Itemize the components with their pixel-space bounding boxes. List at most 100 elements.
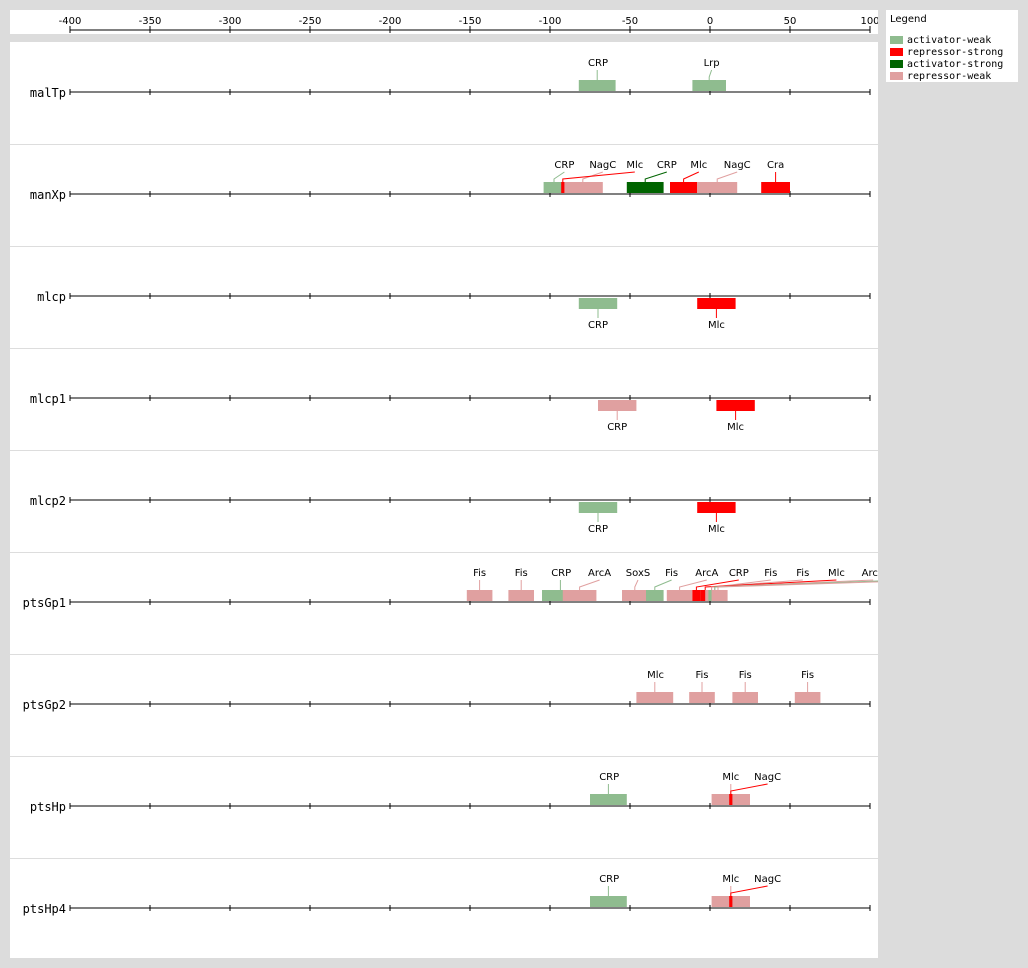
legend-label: repressor-weak <box>907 70 992 82</box>
scale-panel: -400 -350 -300 -250 -200 -150 -100 -50 0 50 100 <box>10 10 878 34</box>
site-label: CRP <box>607 422 627 433</box>
binding-site-CRP[interactable] <box>542 590 579 601</box>
scale-tick-label: -250 <box>299 16 322 27</box>
site-leader-line <box>730 783 768 794</box>
site-label: NagC <box>754 772 781 783</box>
site-label: ArcA <box>862 568 878 579</box>
promoter-name: ptsHp4 <box>23 902 66 916</box>
legend: Legend activator-weak repressor-strong a… <box>886 10 1018 82</box>
binding-site-Mlc[interactable] <box>697 502 736 513</box>
binding-site-Fis[interactable] <box>646 590 664 601</box>
site-label: CRP <box>599 874 619 885</box>
binding-site-Cra[interactable] <box>761 182 790 193</box>
site-label: Fis <box>515 568 528 579</box>
binding-site-NagC[interactable] <box>729 794 733 805</box>
binding-site-Fis[interactable] <box>689 692 715 703</box>
promoter-track-ptsHp: ptsHp CRP Mlc NagC <box>30 772 871 814</box>
legend-item-repressor-weak: repressor-weak <box>890 70 991 82</box>
binding-site-CRP[interactable] <box>578 298 618 309</box>
binding-site-Mlc[interactable] <box>636 692 674 703</box>
site-label: Lrp <box>704 58 720 69</box>
binding-site-Mlc[interactable] <box>716 400 755 411</box>
site-leader-line <box>714 580 878 590</box>
promoter-track-mlcp1: mlcp1 CRP Mlc <box>30 392 871 433</box>
binding-site-ArcA[interactable] <box>562 590 597 601</box>
site-label: SoxS <box>626 568 650 579</box>
site-label: Fis <box>801 670 814 681</box>
site-label: Fis <box>739 670 752 681</box>
site-label: CRP <box>588 58 608 69</box>
binding-site-CRP[interactable] <box>692 590 701 601</box>
scale-tick-label: 50 <box>784 16 797 27</box>
promoter-name: mlcp2 <box>30 494 66 508</box>
site-leader-line <box>679 579 707 590</box>
binding-site-CRP[interactable] <box>626 182 664 193</box>
promoter-name: mlcp <box>37 290 66 304</box>
site-label: CRP <box>554 160 574 171</box>
binding-site-Fis[interactable] <box>794 692 821 703</box>
binding-site-CRP[interactable] <box>543 182 565 193</box>
site-label: Mlc <box>647 670 664 681</box>
scale-tick-label: -150 <box>459 16 482 27</box>
binding-site-Lrp[interactable] <box>692 80 726 91</box>
binding-site-CRP[interactable] <box>578 502 618 513</box>
site-label: NagC <box>724 160 751 171</box>
binding-site-Mlc[interactable] <box>561 182 565 193</box>
site-label: Fis <box>695 670 708 681</box>
site-label: NagC <box>754 874 781 885</box>
scale-tick-label: -300 <box>219 16 242 27</box>
binding-site-Fis[interactable] <box>466 590 493 601</box>
site-label: Mlc <box>690 160 707 171</box>
site-label: Mlc <box>828 568 845 579</box>
binding-site-CRP[interactable] <box>590 896 627 907</box>
legend-label: activator-strong <box>907 58 1004 70</box>
scale-tick-label: -50 <box>622 16 638 27</box>
site-label: CRP <box>588 524 608 535</box>
binding-site-NagC[interactable] <box>729 896 733 907</box>
binding-site-CRP[interactable] <box>598 400 637 411</box>
site-label: Mlc <box>708 524 725 535</box>
site-label: CRP <box>657 160 677 171</box>
promoter-track-malTp: malTp CRP Lrp <box>30 58 871 100</box>
promoter-name: ptsHp <box>30 800 66 814</box>
site-leader-line <box>644 171 667 182</box>
site-label: Mlc <box>727 422 744 433</box>
site-label: CRP <box>599 772 619 783</box>
site-label: Mlc <box>708 320 725 331</box>
promoter-name: ptsGp2 <box>23 698 66 712</box>
legend-item-repressor-strong: repressor-strong <box>890 46 1003 58</box>
binding-site-CRP[interactable] <box>578 80 616 91</box>
legend-item-activator-strong: activator-strong <box>890 58 1003 70</box>
site-label: CRP <box>729 568 749 579</box>
site-label: Fis <box>665 568 678 579</box>
site-leader-line <box>708 69 713 80</box>
site-label: Mlc <box>626 160 643 171</box>
site-label: Fis <box>764 568 777 579</box>
binding-site-SoxS[interactable] <box>622 590 648 601</box>
site-leader-line <box>711 579 874 590</box>
site-label: ArcA <box>695 568 718 579</box>
scale-tick-label: -200 <box>379 16 402 27</box>
binding-site-CRP[interactable] <box>590 794 627 805</box>
binding-site-ArcA[interactable] <box>666 590 693 601</box>
site-leader-line <box>717 581 878 590</box>
binding-site-NagC[interactable] <box>697 182 738 193</box>
site-leader-line <box>553 171 565 182</box>
binding-site-Fis[interactable] <box>732 692 758 703</box>
promoter-name: ptsGp1 <box>23 596 66 610</box>
binding-site-NagC[interactable] <box>562 182 603 193</box>
promoter-track-ptsGp1: ptsGp1 Fis Fis CRP ArcA SoxS Fis ArcA CRP Fis Fis M… <box>23 568 878 610</box>
scale-tick-label: 100 <box>860 16 878 27</box>
legend-swatch <box>890 48 903 56</box>
promoter-name: manXp <box>30 188 66 202</box>
promoter-track-mlcp2: mlcp2 CRP Mlc <box>30 494 871 535</box>
site-label: ArcA <box>588 568 611 579</box>
site-leader-line <box>695 579 739 590</box>
binding-site-Fis[interactable] <box>508 590 534 601</box>
scale-tick-label: 0 <box>707 16 713 27</box>
site-leader-line <box>579 579 600 590</box>
binding-site-Fis[interactable] <box>711 590 725 601</box>
binding-site-Mlc[interactable] <box>697 298 736 309</box>
binding-site-Mlc[interactable] <box>670 182 698 193</box>
